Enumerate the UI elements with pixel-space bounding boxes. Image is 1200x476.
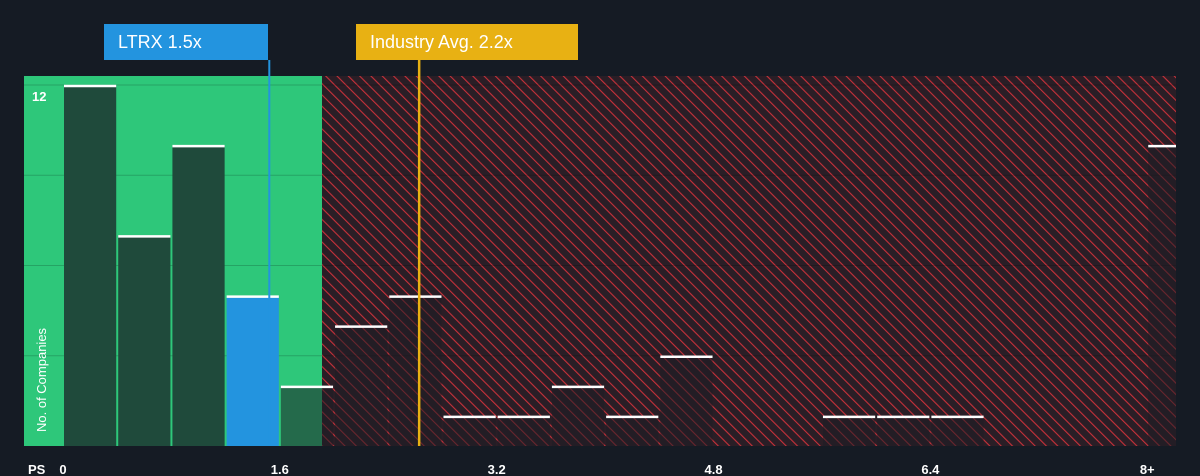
- histogram-bar: [497, 415, 550, 446]
- histogram-bar: [280, 385, 334, 446]
- histogram-bar: [335, 325, 388, 446]
- x-tick-labels: PS 0 1.6 3.2 4.8 6.4 8+: [28, 462, 1155, 476]
- histogram-bar: [877, 415, 930, 446]
- histogram-bar: [1148, 145, 1176, 446]
- histogram-bar: [172, 145, 225, 446]
- x-axis-title: PS: [28, 462, 46, 476]
- overvalued-region: [322, 76, 1176, 446]
- histogram-bar: [443, 415, 496, 446]
- histogram-bar: [606, 415, 659, 446]
- y-axis-title: No. of Companies: [34, 327, 49, 432]
- histogram-bar: [551, 385, 605, 446]
- histogram-bar: [226, 295, 279, 446]
- y-tick-label: 12: [32, 89, 46, 104]
- histogram-bar: [64, 85, 117, 447]
- histogram-bar: [822, 415, 876, 446]
- y-tick-labels: 12: [32, 89, 46, 104]
- x-tick-label: 0: [59, 462, 66, 476]
- histogram-bar: [389, 295, 442, 446]
- x-tick-label: 3.2: [488, 462, 506, 476]
- histogram-bar: [118, 235, 171, 446]
- x-tick-label: 1.6: [271, 462, 289, 476]
- histogram-bar: [931, 415, 984, 446]
- histogram-bar: [660, 355, 713, 446]
- company-callout: LTRX 1.5x: [104, 24, 268, 60]
- x-tick-label: 4.8: [705, 462, 723, 476]
- industry-avg-callout: Industry Avg. 2.2x: [356, 24, 578, 60]
- x-tick-label: 8+: [1140, 462, 1155, 476]
- x-tick-label: 6.4: [921, 462, 940, 476]
